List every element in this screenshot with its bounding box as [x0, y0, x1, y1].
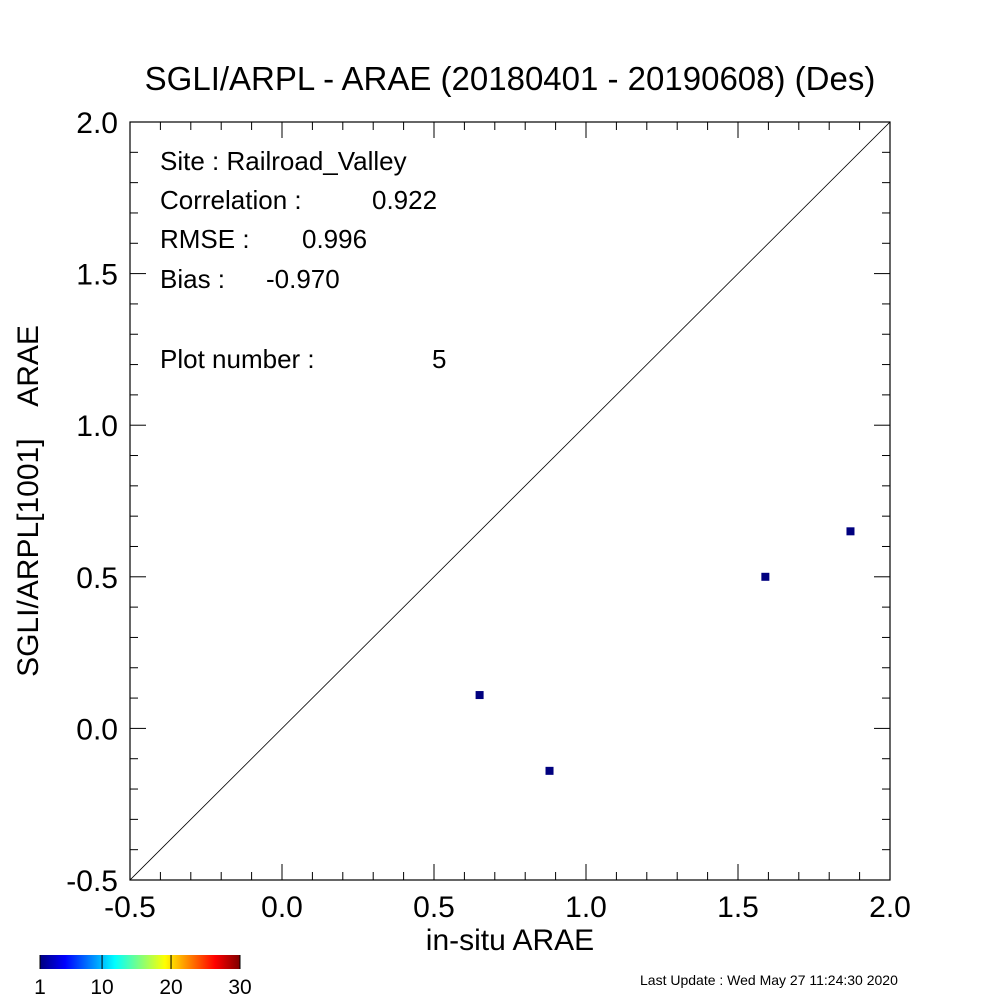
y-tick-label: 1.0 — [76, 410, 118, 443]
x-tick-label: 0.0 — [261, 891, 303, 924]
chart-title: SGLI/ARPL - ARAE (20180401 - 20190608) (… — [145, 60, 876, 97]
correlation-label: Correlation : — [160, 185, 302, 215]
x-tick-label: 1.5 — [717, 891, 759, 924]
plot-number-value: 5 — [432, 344, 446, 374]
bias-label: Bias : — [160, 264, 225, 294]
data-point — [846, 527, 855, 536]
rmse-value: 0.996 — [302, 224, 367, 254]
x-tick-labels: -0.5 0.0 0.5 1.0 1.5 2.0 — [104, 891, 911, 924]
colorbar-tick-label: 1 — [34, 976, 46, 999]
colorbar — [40, 955, 240, 969]
data-point — [545, 766, 554, 775]
last-update: Last Update : Wed May 27 11:24:30 2020 — [640, 972, 898, 988]
y-tick-label: -0.5 — [66, 865, 118, 898]
y-tick-label: 1.5 — [76, 259, 118, 292]
y-tick-label: 0.5 — [76, 562, 118, 595]
y-tick-label: 0.0 — [76, 713, 118, 746]
plot-frame — [129, 121, 891, 881]
y-axis-label: SGLI/ARPL[1001] ARAE — [12, 325, 45, 677]
bias-value: -0.970 — [266, 264, 340, 294]
colorbar-tick-label: 20 — [159, 976, 182, 999]
x-tick-label: 0.5 — [413, 891, 455, 924]
x-tick-label: 1.0 — [565, 891, 607, 924]
y-tick-labels: -0.5 0.0 0.5 1.0 1.5 2.0 — [66, 107, 118, 898]
one-to-one-line — [130, 122, 890, 880]
data-point — [761, 572, 770, 581]
colorbar-tick-label: 30 — [228, 976, 251, 999]
colorbar-tick-label: 10 — [90, 976, 113, 999]
data-points — [475, 527, 855, 775]
data-point — [475, 691, 484, 700]
y-tick-label: 2.0 — [76, 107, 118, 140]
site-label: Site : Railroad_Valley — [160, 146, 407, 176]
colorbar-ticks: 1 10 20 30 — [34, 955, 252, 999]
stats-block: Site : Railroad_Valley Correlation : 0.9… — [160, 146, 446, 374]
correlation-value: 0.922 — [372, 185, 437, 215]
x-tick-label: 2.0 — [869, 891, 911, 924]
rmse-label: RMSE : — [160, 224, 250, 254]
plot-number-label: Plot number : — [160, 344, 315, 374]
x-tick-label: -0.5 — [104, 891, 156, 924]
x-axis-label: in-situ ARAE — [426, 924, 594, 957]
